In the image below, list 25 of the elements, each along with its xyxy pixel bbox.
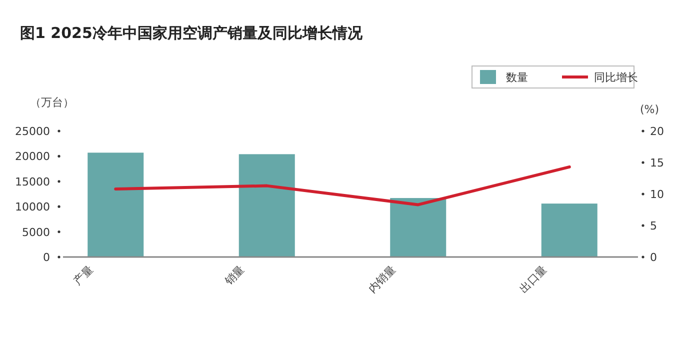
y2-tick-label: 0: [650, 251, 657, 264]
y2-tick-label: 15: [650, 156, 664, 170]
x-tick-label: 内销量: [366, 262, 398, 296]
legend-label: 数量: [506, 71, 528, 84]
y2-axis-title: (%): [640, 103, 660, 116]
line-series: [114, 165, 571, 206]
y2-tick-label: 10: [650, 188, 664, 201]
y-axis-title: （万台）: [30, 96, 74, 109]
y2-tick-label: 5: [650, 220, 657, 232]
y-tick-label: 5000: [22, 226, 50, 239]
y2-tick-label: 20: [650, 125, 664, 138]
chart-title: 图1 2025冷年中国家用空调产销量及同比增长情况: [20, 24, 364, 42]
bar: [238, 154, 295, 257]
y-tick-label: 25000: [15, 125, 50, 138]
bar: [88, 152, 144, 257]
legend-label: 同比增长: [594, 71, 638, 84]
x-tick-label: 产量: [71, 262, 96, 288]
y-tick-label: 0: [43, 251, 50, 264]
bar: [390, 198, 446, 257]
y-tick-label: 15000: [15, 175, 50, 188]
x-tick-label: 出口量: [516, 262, 550, 296]
y-tick-label: 10000: [15, 200, 50, 214]
y-tick-label: 20000: [15, 150, 50, 164]
x-tick-label: 销量: [222, 262, 247, 288]
bar: [541, 204, 598, 257]
